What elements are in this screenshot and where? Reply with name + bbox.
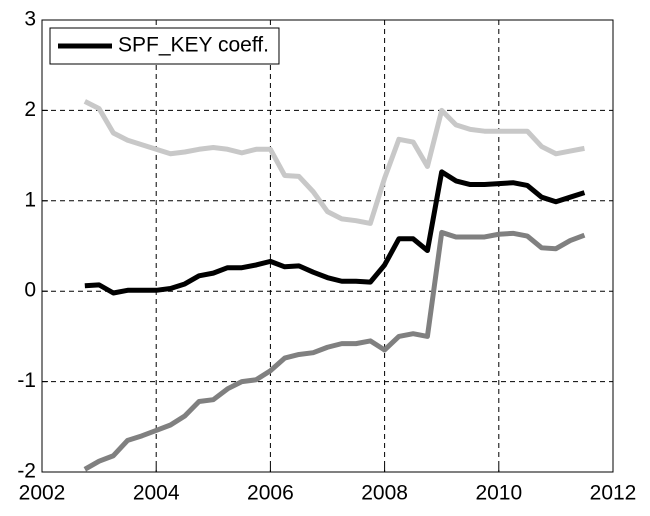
x-tick-label: 2008 bbox=[361, 482, 408, 505]
y-tick-label: 3 bbox=[24, 8, 36, 31]
x-tick-label: 2004 bbox=[133, 482, 180, 505]
line-series bbox=[83, 99, 585, 226]
plot-frame bbox=[41, 19, 614, 473]
y-tick-label: 2 bbox=[24, 98, 36, 121]
y-tick-label: -2 bbox=[17, 460, 36, 483]
x-tick-label: 2012 bbox=[590, 482, 637, 505]
y-tick-label: -1 bbox=[17, 369, 36, 392]
x-tick-label: 2002 bbox=[19, 482, 66, 505]
x-tick-label: 2010 bbox=[475, 482, 522, 505]
plot-area bbox=[42, 20, 613, 472]
y-tick-label: 1 bbox=[24, 188, 36, 211]
legend-label: SPF_KEY coeff. bbox=[118, 34, 269, 57]
line-series bbox=[84, 169, 586, 296]
line-series bbox=[83, 229, 586, 472]
y-tick-label: 0 bbox=[24, 279, 36, 302]
x-tick-label: 2006 bbox=[247, 482, 294, 505]
